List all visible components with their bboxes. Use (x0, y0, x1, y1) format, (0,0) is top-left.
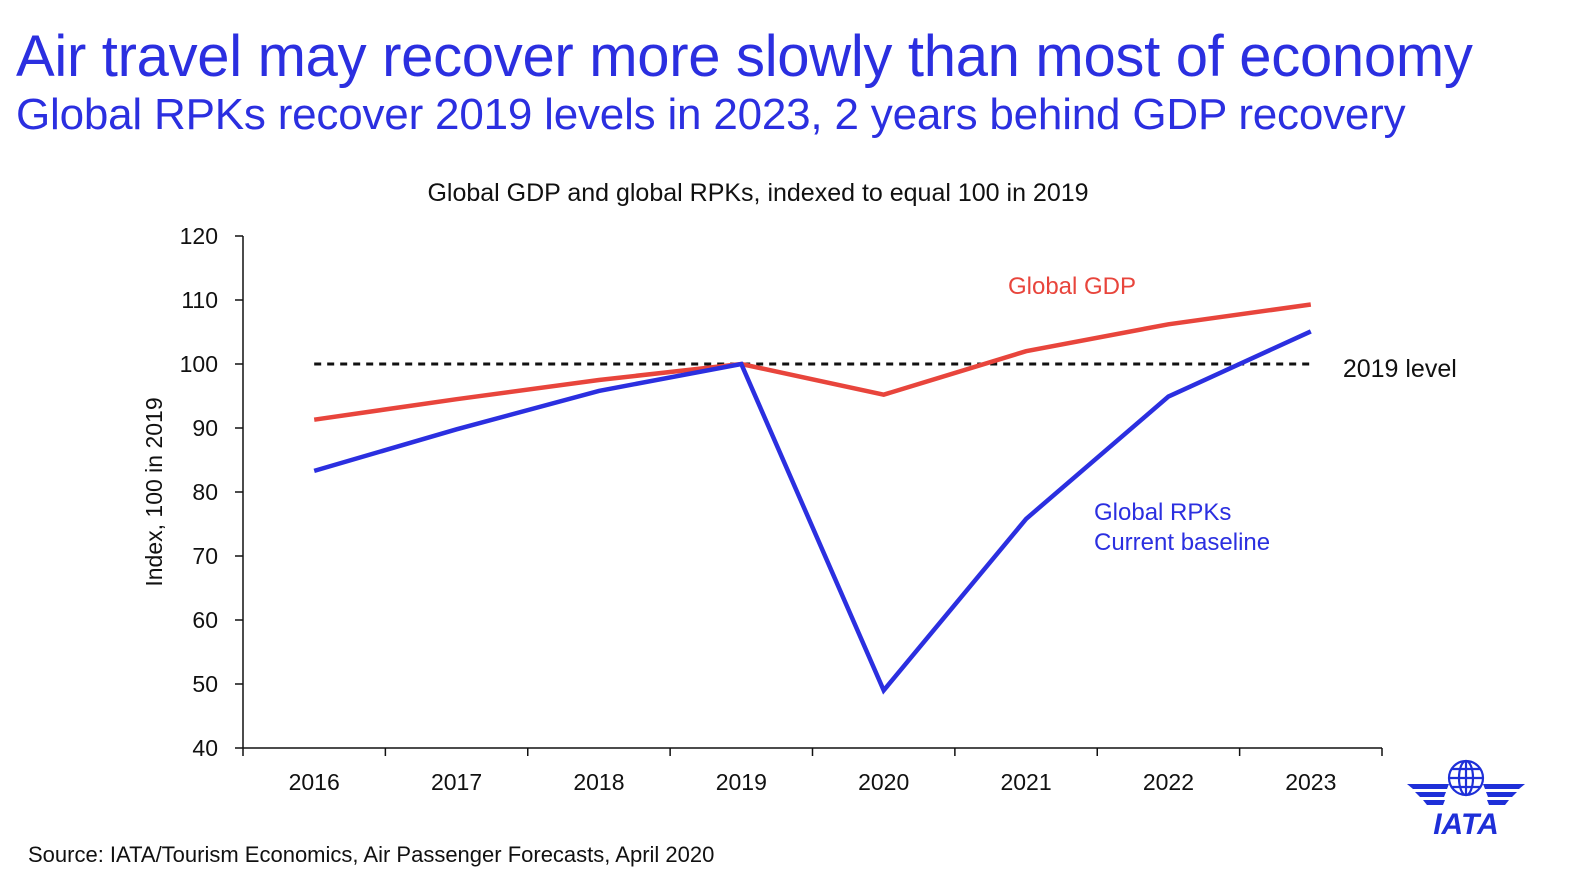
axes: 40 50 60 70 80 90 100 110 120 2016 2017 2018 2019 202… (180, 223, 1383, 795)
y-tick-label: 120 (180, 223, 218, 249)
y-tick-label: 90 (192, 415, 218, 441)
x-tick-label: 2019 (716, 769, 767, 795)
series-line-global-rpks (313, 329, 1312, 695)
iata-globe-wings-icon (1447, 759, 1485, 797)
x-tick-label: 2018 (573, 769, 624, 795)
chart-title: Global GDP and global RPKs, indexed to e… (427, 179, 1088, 207)
slide-title: Air travel may recover more slowly than … (16, 24, 1473, 89)
series-group (313, 302, 1312, 695)
x-tick-label: 2016 (289, 769, 340, 795)
y-tick-label: 100 (180, 351, 218, 377)
iata-logo: IATA (1407, 759, 1525, 838)
x-tick-label: 2021 (1000, 769, 1051, 795)
series-label-global-rpks: Global RPKs (1094, 499, 1231, 526)
y-axis-label: Index, 100 in 2019 (141, 397, 167, 586)
series-label-global-gdp: Global GDP (1008, 273, 1136, 300)
y-tick-label: 60 (192, 607, 218, 633)
y-tick-label: 40 (192, 735, 218, 761)
x-tick-label: 2020 (858, 769, 909, 795)
y-tick-label: 80 (192, 479, 218, 505)
y-tick-label: 50 (192, 671, 218, 697)
iata-logo-text: IATA (1433, 808, 1499, 838)
series-label-global-rpks: Current baseline (1094, 529, 1270, 556)
source-note: Source: IATA/Tourism Economics, Air Pass… (28, 842, 715, 867)
slide-subtitle: Global RPKs recover 2019 levels in 2023,… (16, 90, 1406, 139)
x-tick-label: 2023 (1285, 769, 1336, 795)
x-tick-label: 2017 (431, 769, 482, 795)
y-tick-label: 70 (192, 543, 218, 569)
reference-line-label: 2019 level (1343, 355, 1457, 383)
x-tick-label: 2022 (1143, 769, 1194, 795)
series-line-global-gdp (313, 302, 1312, 422)
reference-line-group: 2019 level (314, 355, 1457, 383)
y-tick-label: 110 (181, 287, 218, 313)
series-labels-group: Global GDP Global RPKs Current baseline (1008, 273, 1270, 556)
